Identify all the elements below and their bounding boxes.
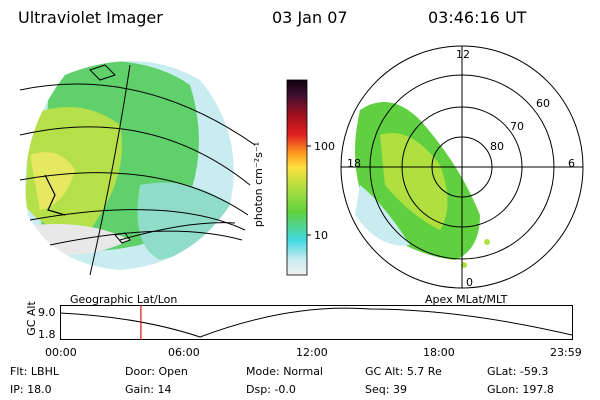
- dsp-field: Dsp: -0.0: [246, 383, 296, 396]
- colorbar: [286, 79, 311, 276]
- glat-value: -59.3: [519, 365, 549, 378]
- time-tick-2359: 23:59: [550, 346, 582, 359]
- geo-panel-label: Geographic Lat/Lon: [70, 293, 178, 306]
- time-label: 03:46:16 UT: [428, 8, 527, 27]
- time-tick-1200: 12:00: [296, 346, 328, 359]
- flt-label: Flt:: [10, 365, 28, 378]
- gcalt-field: GC Alt: 5.7 Re: [365, 365, 442, 378]
- ip-field: IP: 18.0: [10, 383, 52, 396]
- glon-label: GLon:: [487, 383, 519, 396]
- altitude-ytick-1.8: 1.8: [38, 328, 56, 341]
- app-title: Ultraviolet Imager: [18, 8, 163, 27]
- flt-value: LBHL: [30, 365, 59, 378]
- gain-label: Gain:: [125, 383, 154, 396]
- altitude-ytick-9: 9.0: [38, 306, 56, 319]
- lat-label-70: 70: [510, 120, 524, 133]
- date-label: 03 Jan 07: [272, 8, 348, 27]
- seq-value: 39: [392, 383, 407, 396]
- gain-value: 14: [157, 383, 172, 396]
- dsp-value: -0.0: [274, 383, 296, 396]
- time-tick-0600: 06:00: [168, 346, 200, 359]
- gcalt-value: 5.7 Re: [406, 365, 442, 378]
- altitude-ylabel: GC Alt: [24, 301, 38, 336]
- time-tick-1800: 18:00: [423, 346, 455, 359]
- glat-field: GLat: -59.3: [487, 365, 548, 378]
- seq-field: Seq: 39: [365, 383, 407, 396]
- seq-label: Seq:: [365, 383, 390, 396]
- mode-label: Mode:: [246, 365, 280, 378]
- lat-label-60: 60: [536, 97, 550, 110]
- ip-value: 18.0: [27, 383, 52, 396]
- mode-value: Normal: [283, 365, 323, 378]
- flt-field: Flt: LBHL: [10, 365, 59, 378]
- mlt-label-12: 12: [456, 48, 470, 61]
- gain-field: Gain: 14: [125, 383, 172, 396]
- glon-value: 197.8: [522, 383, 554, 396]
- door-field: Door: Open: [125, 365, 188, 378]
- colorbar-tick-10: 10: [314, 229, 328, 242]
- dsp-label: Dsp:: [246, 383, 271, 396]
- polar-plot: [340, 45, 584, 289]
- mlt-label-18: 18: [347, 157, 361, 170]
- ip-label: IP:: [10, 383, 24, 396]
- mode-field: Mode: Normal: [246, 365, 323, 378]
- lat-label-80: 80: [490, 140, 504, 153]
- door-value: Open: [158, 365, 188, 378]
- glat-label: GLat:: [487, 365, 517, 378]
- gcalt-label: GC Alt:: [365, 365, 404, 378]
- colorbar-tick-100: 100: [314, 140, 335, 153]
- glon-field: GLon: 197.8: [487, 383, 554, 396]
- time-tick-0000: 00:00: [45, 346, 77, 359]
- altitude-plot: [60, 305, 573, 340]
- colorbar-label: photon cm⁻²s⁻¹: [252, 141, 266, 228]
- mlt-label-6: 6: [568, 157, 575, 170]
- geographic-image: [20, 61, 256, 276]
- apex-panel-label: Apex MLat/MLT: [425, 293, 508, 306]
- door-label: Door:: [125, 365, 155, 378]
- mlt-label-0: 0: [466, 276, 473, 289]
